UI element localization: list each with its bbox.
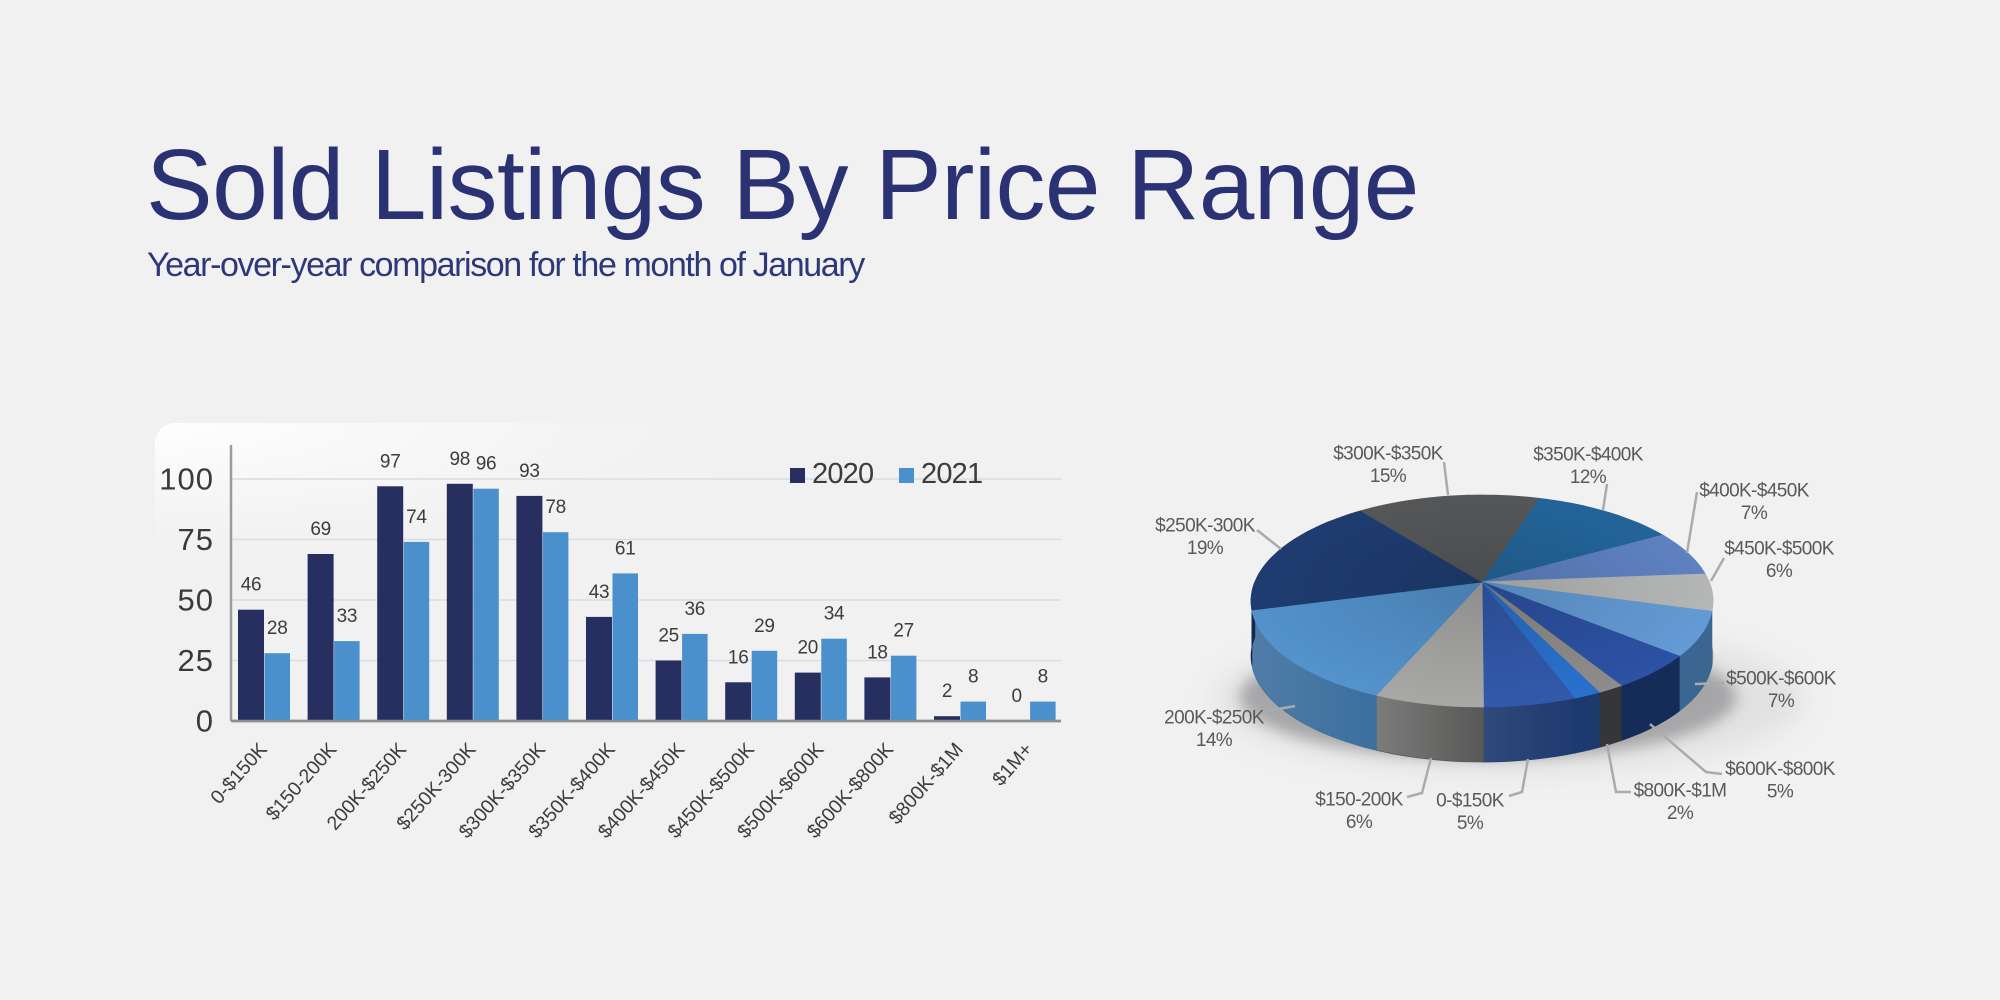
svg-text:98: 98 xyxy=(450,449,471,470)
svg-text:25: 25 xyxy=(658,626,679,647)
svg-text:46: 46 xyxy=(241,575,262,596)
svg-text:20: 20 xyxy=(798,638,819,659)
svg-text:74: 74 xyxy=(406,507,427,528)
svg-text:15%: 15% xyxy=(1370,466,1407,487)
svg-text:50: 50 xyxy=(178,583,214,618)
svg-text:$800K-$1M: $800K-$1M xyxy=(1634,781,1727,802)
svg-text:33: 33 xyxy=(337,606,358,627)
svg-text:0: 0 xyxy=(196,704,214,739)
svg-text:Year-over-year comparison for: Year-over-year comparison for the month … xyxy=(147,246,865,284)
svg-text:19%: 19% xyxy=(1187,538,1224,559)
svg-text:75: 75 xyxy=(178,522,214,557)
svg-text:43: 43 xyxy=(589,582,610,603)
svg-text:200K-$250K: 200K-$250K xyxy=(1164,708,1265,729)
svg-text:7%: 7% xyxy=(1768,691,1795,712)
svg-text:36: 36 xyxy=(685,599,706,620)
svg-text:96: 96 xyxy=(476,454,497,475)
svg-text:93: 93 xyxy=(519,461,540,482)
svg-text:5%: 5% xyxy=(1457,813,1484,834)
svg-text:2%: 2% xyxy=(1667,803,1694,824)
svg-text:7%: 7% xyxy=(1741,503,1768,524)
svg-text:$500K-$600K: $500K-$600K xyxy=(1726,669,1837,690)
svg-text:$150-200K: $150-200K xyxy=(1315,790,1403,811)
svg-text:2: 2 xyxy=(942,681,952,702)
svg-text:2020: 2020 xyxy=(812,458,873,490)
svg-text:$350K-$400K: $350K-$400K xyxy=(1533,445,1644,466)
svg-text:$250K-300K: $250K-300K xyxy=(1155,516,1256,537)
svg-text:2021: 2021 xyxy=(921,458,982,490)
svg-text:100: 100 xyxy=(159,462,214,497)
svg-text:27: 27 xyxy=(893,621,914,642)
svg-text:$450K-$500K: $450K-$500K xyxy=(1724,539,1835,560)
svg-text:28: 28 xyxy=(267,618,288,639)
svg-text:0-$150K: 0-$150K xyxy=(1436,791,1505,812)
svg-text:29: 29 xyxy=(754,616,775,637)
svg-text:18: 18 xyxy=(867,642,888,663)
svg-text:69: 69 xyxy=(310,519,331,540)
svg-text:Sold Listings By Price Range: Sold Listings By Price Range xyxy=(146,129,1419,241)
svg-text:$300K-$350K: $300K-$350K xyxy=(1333,444,1444,465)
svg-text:6%: 6% xyxy=(1766,561,1793,582)
svg-text:16: 16 xyxy=(728,647,749,668)
svg-text:61: 61 xyxy=(615,538,636,559)
svg-text:14%: 14% xyxy=(1196,730,1233,751)
svg-text:8: 8 xyxy=(1038,667,1048,688)
svg-text:6%: 6% xyxy=(1346,812,1373,833)
svg-text:25: 25 xyxy=(178,643,214,678)
svg-text:$600K-$800K: $600K-$800K xyxy=(1725,759,1836,780)
svg-text:12%: 12% xyxy=(1570,467,1607,488)
svg-text:$400K-$450K: $400K-$450K xyxy=(1699,481,1810,502)
svg-text:8: 8 xyxy=(968,667,978,688)
svg-text:78: 78 xyxy=(545,497,566,518)
svg-text:0: 0 xyxy=(1011,686,1021,707)
svg-text:97: 97 xyxy=(380,451,401,472)
svg-text:34: 34 xyxy=(824,604,845,625)
svg-text:5%: 5% xyxy=(1767,782,1794,803)
